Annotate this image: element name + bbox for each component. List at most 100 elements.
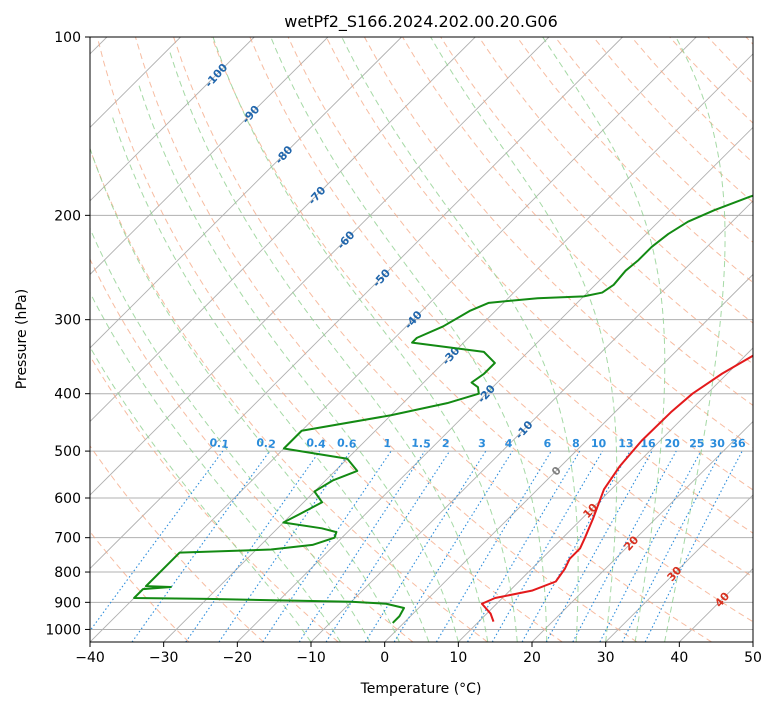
isotherm-line <box>90 37 697 642</box>
x-tick-label: 10 <box>449 650 467 666</box>
sounding-profiles <box>133 194 753 624</box>
isotherm-line <box>384 273 753 642</box>
mixing-ratio-label: 25 <box>689 437 705 450</box>
moist-adiabat-line <box>430 37 618 642</box>
mixing-ratio-label: 8 <box>572 437 580 450</box>
mixing-ratio-label: 0.4 <box>306 436 327 451</box>
x-tick-label: −40 <box>75 650 105 666</box>
plot-frame <box>89 36 754 643</box>
y-tick-label: 100 <box>54 30 81 46</box>
mixing-ratio-line <box>521 450 631 642</box>
isotherm-line <box>90 37 623 570</box>
y-tick-label: 200 <box>54 208 81 224</box>
moist-adiabat-line <box>270 37 548 642</box>
y-tick-label: 1000 <box>45 622 81 638</box>
mixing-ratio-label: 20 <box>664 437 680 450</box>
moist-adiabat-line <box>341 37 579 642</box>
y-tick-label: 600 <box>54 491 81 507</box>
mixing-ratio-line <box>262 450 392 642</box>
mixing-ratio-line <box>90 450 224 632</box>
mixing-ratio-line <box>364 450 487 642</box>
dry-adiabat-line <box>96 37 563 642</box>
isotherm-line <box>237 126 753 642</box>
y-axis-label: Pressure (hPa) <box>14 289 30 389</box>
temperature-profile <box>480 354 753 622</box>
mixing-ratio-label: 1.5 <box>411 436 431 450</box>
mixing-ratio-line <box>298 450 426 642</box>
mixing-ratio-label: 30 <box>709 437 725 450</box>
x-tick-label: 30 <box>597 650 615 666</box>
mixing-ratio-label: 10 <box>591 437 607 450</box>
dry-adiabat-line <box>134 37 638 642</box>
y-axis-ticks: 100 200 300 400 500 600 700 800 900 1000 <box>45 30 90 638</box>
dry-adiabat-line <box>325 37 753 491</box>
mixing-ratio-label: 13 <box>618 437 633 450</box>
mixing-ratio-label: 0.2 <box>256 436 277 451</box>
dry-adiabat-line <box>516 37 753 284</box>
y-tick-label: 900 <box>54 595 81 611</box>
x-tick-label: −30 <box>149 650 179 666</box>
dry-adiabat-line <box>211 37 753 623</box>
isotherm-line <box>605 494 753 642</box>
x-axis-label: Temperature (°C) <box>360 681 482 697</box>
mixing-ratio-label: 2 <box>442 437 450 450</box>
mixing-ratio-line <box>545 450 653 642</box>
isotherm-line <box>90 37 402 349</box>
y-tick-label: 500 <box>54 444 81 460</box>
x-tick-label: 50 <box>744 650 762 666</box>
mixing-ratio-label: 1 <box>383 437 392 451</box>
y-tick-label: 700 <box>54 531 81 547</box>
x-axis-ticks: −40 −30 −20 −10 0 10 20 30 40 50 <box>75 642 762 666</box>
x-tick-label: −20 <box>223 650 253 666</box>
mixing-ratio-label: 16 <box>640 437 656 450</box>
moist-adiabat-line <box>111 114 430 642</box>
dry-adiabat-line <box>173 37 712 642</box>
moist-adiabat-line <box>542 37 666 642</box>
y-tick-label: 400 <box>54 387 81 403</box>
mixing-ratio-label: 3 <box>478 437 486 450</box>
mixing-ratio-line <box>325 450 451 642</box>
chart-title: wetPf2_S166.2024.202.00.20.G06 <box>284 12 558 32</box>
y-tick-label: 800 <box>54 565 81 581</box>
x-tick-label: −10 <box>296 650 326 666</box>
x-tick-label: 20 <box>523 650 541 666</box>
mixing-ratio-line <box>218 450 351 642</box>
isotherm-line <box>90 37 476 423</box>
mixing-ratio-lines <box>90 450 743 642</box>
mixing-ratio-line <box>131 450 271 642</box>
y-tick-label: 300 <box>54 313 81 329</box>
x-tick-label: 40 <box>670 650 688 666</box>
moist-adiabat-line <box>90 146 400 642</box>
dewpoint-profile <box>133 194 753 624</box>
dry-adiabat-line <box>249 37 753 578</box>
isotherm-line <box>458 347 753 642</box>
mixing-ratio-label: 36 <box>730 437 746 451</box>
plot-area: 0.1 0.2 0.4 0.6 1 1.5 2 3 4 6 8 10 13 16 20 25 30 36-100-… <box>90 37 753 642</box>
isotherms <box>90 37 753 642</box>
dry-adiabat-line <box>90 258 414 642</box>
x-tick-label: 0 <box>380 650 389 666</box>
moist-adiabat-line <box>664 37 726 642</box>
isotherm-line <box>531 420 753 642</box>
moist-adiabat-line <box>90 291 341 642</box>
isotherm-line <box>90 37 255 202</box>
moist-adiabat-line <box>90 227 371 642</box>
mixing-ratio-line <box>572 450 677 642</box>
isotherm-line <box>90 37 550 496</box>
isotherm-line <box>163 53 753 642</box>
mixing-ratio-label: 6 <box>543 437 551 450</box>
dry-adiabat-line <box>287 37 753 534</box>
mixing-ratio-label: 0.1 <box>209 436 230 451</box>
mixing-ratio-label: 0.6 <box>337 436 358 451</box>
pressure-grid <box>90 37 753 630</box>
moist-adiabats <box>90 37 726 642</box>
mixing-ratio-line <box>185 450 321 642</box>
mixing-ratio-line <box>393 450 513 642</box>
moist-adiabat-line <box>168 49 489 642</box>
moist-adiabat-line <box>138 83 459 642</box>
mixing-ratio-label: 4 <box>504 437 513 450</box>
mixing-ratio-line <box>644 450 743 642</box>
